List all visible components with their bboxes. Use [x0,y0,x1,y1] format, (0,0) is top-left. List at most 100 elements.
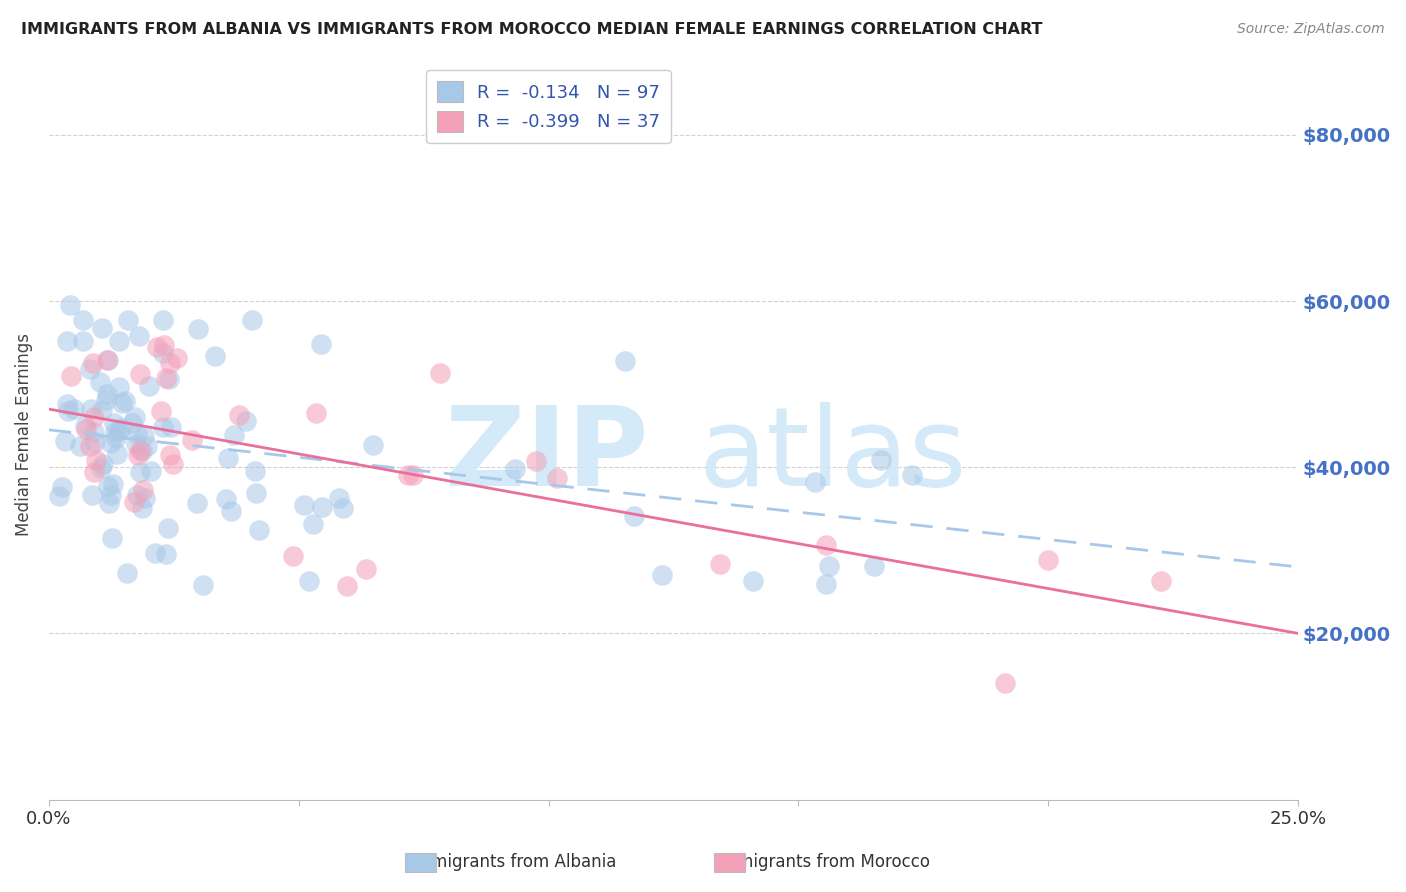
Point [69,439,91,453]
Point [283,549,305,563]
Point [122,495,145,509]
Point [96,387,118,401]
Point [152,346,174,360]
Point [228,408,250,422]
Text: Immigrants from Morocco: Immigrants from Morocco [716,853,929,871]
Point [153,338,176,352]
Point [91,458,114,472]
Point [134,428,156,442]
Point [104,425,127,440]
Point [862,558,884,573]
Text: ZIP: ZIP [446,402,648,509]
Point [613,354,636,368]
Point [155,547,177,561]
Point [219,504,242,518]
Point [814,538,837,552]
Point [240,312,263,326]
Point [72,334,94,348]
Point [121,416,143,430]
Point [162,458,184,472]
Point [503,462,526,476]
Point [100,436,122,450]
Point [159,356,181,370]
Text: atlas: atlas [699,402,967,509]
Point [136,439,159,453]
Point [524,454,547,468]
Text: Immigrants from Albania: Immigrants from Albania [411,853,616,871]
Point [115,566,138,581]
Point [1150,574,1173,589]
Point [79,402,101,417]
Point [114,394,136,409]
Point [160,420,183,434]
Point [159,448,181,462]
Point [742,574,765,588]
Point [1038,552,1060,566]
Point [336,579,359,593]
Point [125,488,148,502]
Point [96,352,118,367]
Text: Source: ZipAtlas.com: Source: ZipAtlas.com [1237,22,1385,37]
Point [83,409,105,424]
Point [305,406,328,420]
Point [128,367,150,381]
Point [82,355,104,369]
Point [166,351,188,365]
Point [79,439,101,453]
Point [127,426,149,441]
Point [101,477,124,491]
Point [124,409,146,424]
Point [396,468,419,483]
Point [402,468,425,483]
Point [103,416,125,430]
Point [298,574,321,589]
Point [83,466,105,480]
Point [243,464,266,478]
Point [83,425,105,440]
Y-axis label: Median Female Earnings: Median Female Earnings [15,333,32,535]
Point [108,334,131,349]
Point [60,368,83,383]
Point [125,437,148,451]
Point [245,486,267,500]
Point [97,353,120,368]
Text: IMMIGRANTS FROM ALBANIA VS IMMIGRANTS FROM MOROCCO MEDIAN FEMALE EARNINGS CORREL: IMMIGRANTS FROM ALBANIA VS IMMIGRANTS FR… [21,22,1043,37]
Point [157,521,180,535]
Point [429,366,451,380]
Point [235,415,257,429]
Point [98,496,121,510]
Point [247,523,270,537]
Point [804,475,827,490]
Point [309,336,332,351]
Point [96,393,118,408]
Point [817,558,839,573]
Point [96,479,118,493]
Point [127,448,149,462]
Point [90,403,112,417]
Point [89,376,111,390]
Point [204,349,226,363]
Point [132,483,155,497]
Point [191,578,214,592]
Point [546,471,568,485]
Point [53,434,76,448]
Point [75,422,97,436]
Point [134,491,156,506]
Point [186,496,208,510]
Point [100,488,122,502]
Point [55,397,77,411]
Point [131,501,153,516]
Point [131,443,153,458]
Point [143,546,166,560]
Point [48,489,70,503]
Point [869,452,891,467]
Point [79,362,101,376]
Point [128,329,150,343]
Point [155,370,177,384]
Point [108,424,131,438]
Point [152,312,174,326]
Point [58,298,80,312]
Point [100,531,122,545]
Point [51,480,73,494]
Point [215,491,238,506]
